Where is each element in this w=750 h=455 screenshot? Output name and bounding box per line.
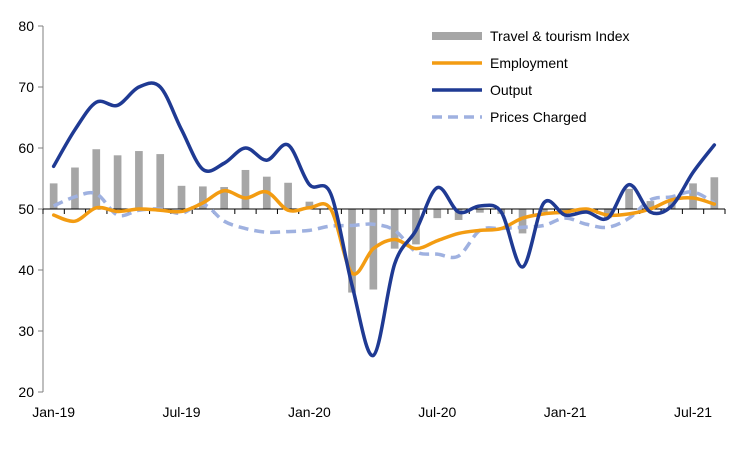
- bars-layer: [49, 149, 719, 293]
- bar-apr-19: [113, 155, 122, 209]
- bar-apr-21: [625, 188, 633, 209]
- x-tick-label: Jan-19: [32, 404, 75, 420]
- x-tick-label: Jul-20: [418, 404, 456, 420]
- y-tick-label: 30: [18, 323, 34, 339]
- lines-layer: [51, 81, 717, 358]
- legend-label-employment: Employment: [490, 55, 568, 71]
- legend-swatch-travel-tourism-index: [432, 32, 482, 40]
- x-tick-label: Jan-20: [288, 404, 331, 420]
- y-tick-label: 60: [18, 140, 34, 156]
- bar-aug-19: [199, 186, 207, 209]
- legend-label-output: Output: [490, 82, 532, 98]
- series-line-prices-charged: [52, 190, 716, 260]
- bar-jan-20: [305, 201, 314, 209]
- y-tick-label: 50: [18, 201, 34, 217]
- bar-oct-19: [241, 169, 250, 209]
- bar-dec-20: [540, 209, 548, 213]
- bar-jul-20: [433, 209, 442, 219]
- x-tick-label: Jul-21: [674, 404, 712, 420]
- bar-jul-21: [689, 183, 697, 209]
- bar-sep-20: [476, 209, 484, 213]
- bar-may-19: [135, 151, 143, 209]
- y-tick-label: 40: [18, 262, 34, 278]
- y-tick-label: 80: [18, 18, 34, 34]
- bar-mar-19: [92, 149, 101, 209]
- bar-feb-19: [71, 167, 79, 209]
- bar-jun-19: [156, 154, 165, 209]
- bar-jan-19: [49, 183, 58, 209]
- legend-label-travel-tourism-index: Travel & tourism Index: [490, 28, 630, 44]
- bar-may-20: [390, 209, 399, 249]
- series-line-output: [51, 81, 717, 358]
- bar-jul-19: [177, 185, 186, 209]
- bar-mar-20: [348, 209, 356, 293]
- bar-sep-19: [220, 187, 228, 209]
- legend-label-prices-charged: Prices Charged: [490, 109, 587, 125]
- bar-nov-20: [518, 209, 527, 234]
- bar-aug-21: [710, 177, 719, 209]
- bar-aug-20: [454, 209, 463, 220]
- series-line-employment: [51, 188, 717, 276]
- legend: Travel & tourism Index Employment Output Pr…: [432, 28, 630, 125]
- x-tick-label: Jan-21: [544, 404, 587, 420]
- x-tick-label: Jul-19: [162, 404, 200, 420]
- bar-may-21: [646, 201, 655, 209]
- y-tick-label: 70: [18, 79, 34, 95]
- y-tick-label: 20: [18, 384, 34, 400]
- bar-dec-19: [284, 182, 292, 209]
